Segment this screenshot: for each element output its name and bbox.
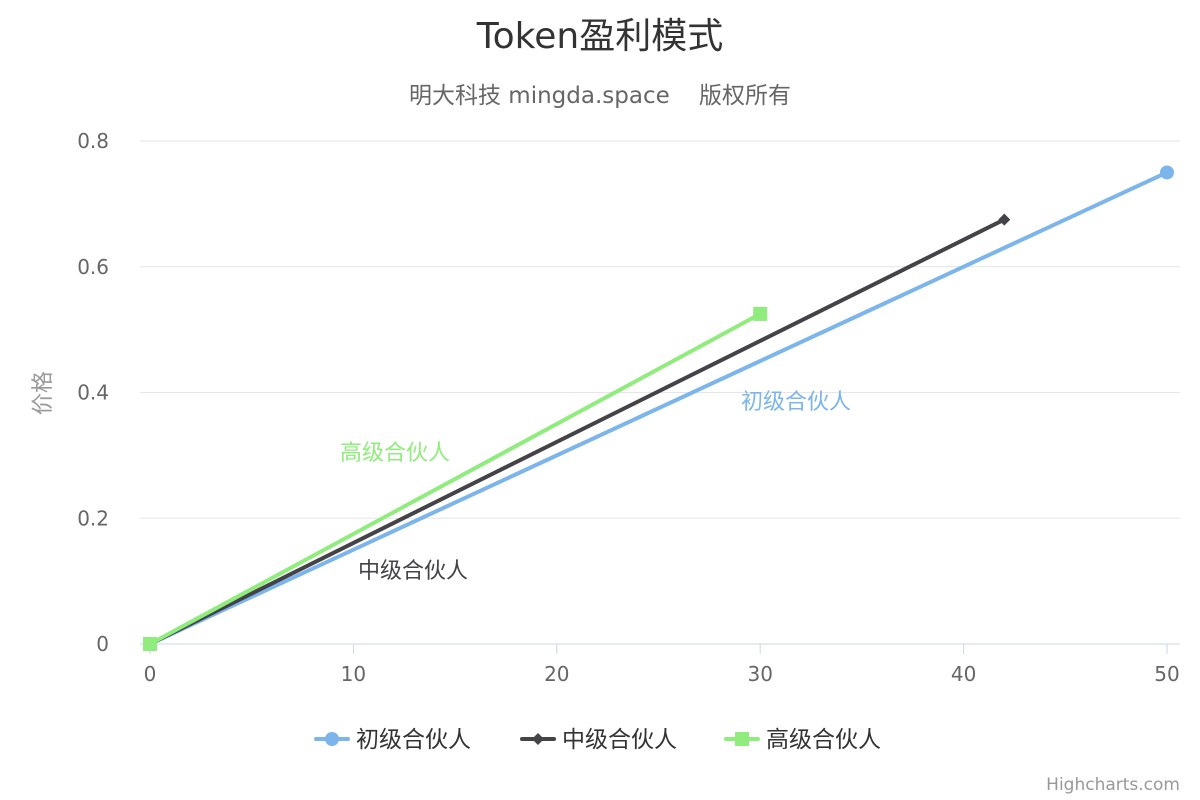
chart-title: Token盈利模式 — [476, 16, 723, 57]
y-tick-label: 0.8 — [77, 129, 109, 153]
x-tick-label: 50 — [1154, 662, 1179, 686]
data-point-marker — [1160, 165, 1174, 180]
series-label: 中级合伙人 — [358, 559, 468, 584]
legend-item[interactable]: 高级合伙人 — [724, 727, 881, 753]
grid-lines — [140, 140, 1180, 519]
series-markers — [143, 165, 1174, 651]
x-tick-label: 30 — [747, 662, 772, 686]
y-tick-label: 0.4 — [77, 381, 109, 405]
legend-marker — [735, 732, 749, 746]
axes — [140, 643, 1180, 654]
series-label: 初级合伙人 — [741, 390, 851, 415]
credits-link[interactable]: Highcharts.com — [1046, 775, 1180, 795]
legend-item[interactable]: 中级合伙人 — [520, 727, 677, 753]
legend-marker — [532, 733, 544, 745]
x-axis-ticks: 0 10 20 30 40 50 — [144, 662, 1180, 686]
y-tick-label: 0 — [96, 632, 109, 656]
data-point-marker — [753, 306, 768, 321]
chart-subtitle: 明大科技 mingda.space 版权所有 — [409, 83, 791, 109]
legend-marker — [325, 732, 339, 746]
y-tick-label: 0.6 — [77, 255, 109, 279]
legend-item[interactable]: 初级合伙人 — [314, 727, 471, 753]
legend: 初级合伙人 中级合伙人 高级合伙人 — [314, 727, 881, 753]
legend-label: 高级合伙人 — [766, 727, 881, 753]
legend-label: 初级合伙人 — [356, 727, 471, 753]
series-lines — [148, 170, 1169, 646]
x-tick-label: 10 — [341, 662, 366, 686]
x-tick-label: 40 — [951, 662, 976, 686]
data-point-marker — [998, 213, 1011, 226]
series-line — [148, 311, 763, 646]
series-line — [148, 170, 1169, 646]
series-label: 高级合伙人 — [340, 441, 450, 466]
y-tick-label: 0.2 — [77, 506, 109, 530]
data-point-marker — [143, 637, 157, 651]
x-tick-label: 20 — [544, 662, 569, 686]
y-axis-ticks: 0 0.2 0.4 0.6 0.8 — [77, 129, 109, 656]
legend-label: 中级合伙人 — [562, 727, 677, 753]
y-axis-label: 价格 — [31, 371, 56, 415]
x-tick-label: 0 — [144, 662, 157, 686]
series-line — [148, 217, 1007, 646]
